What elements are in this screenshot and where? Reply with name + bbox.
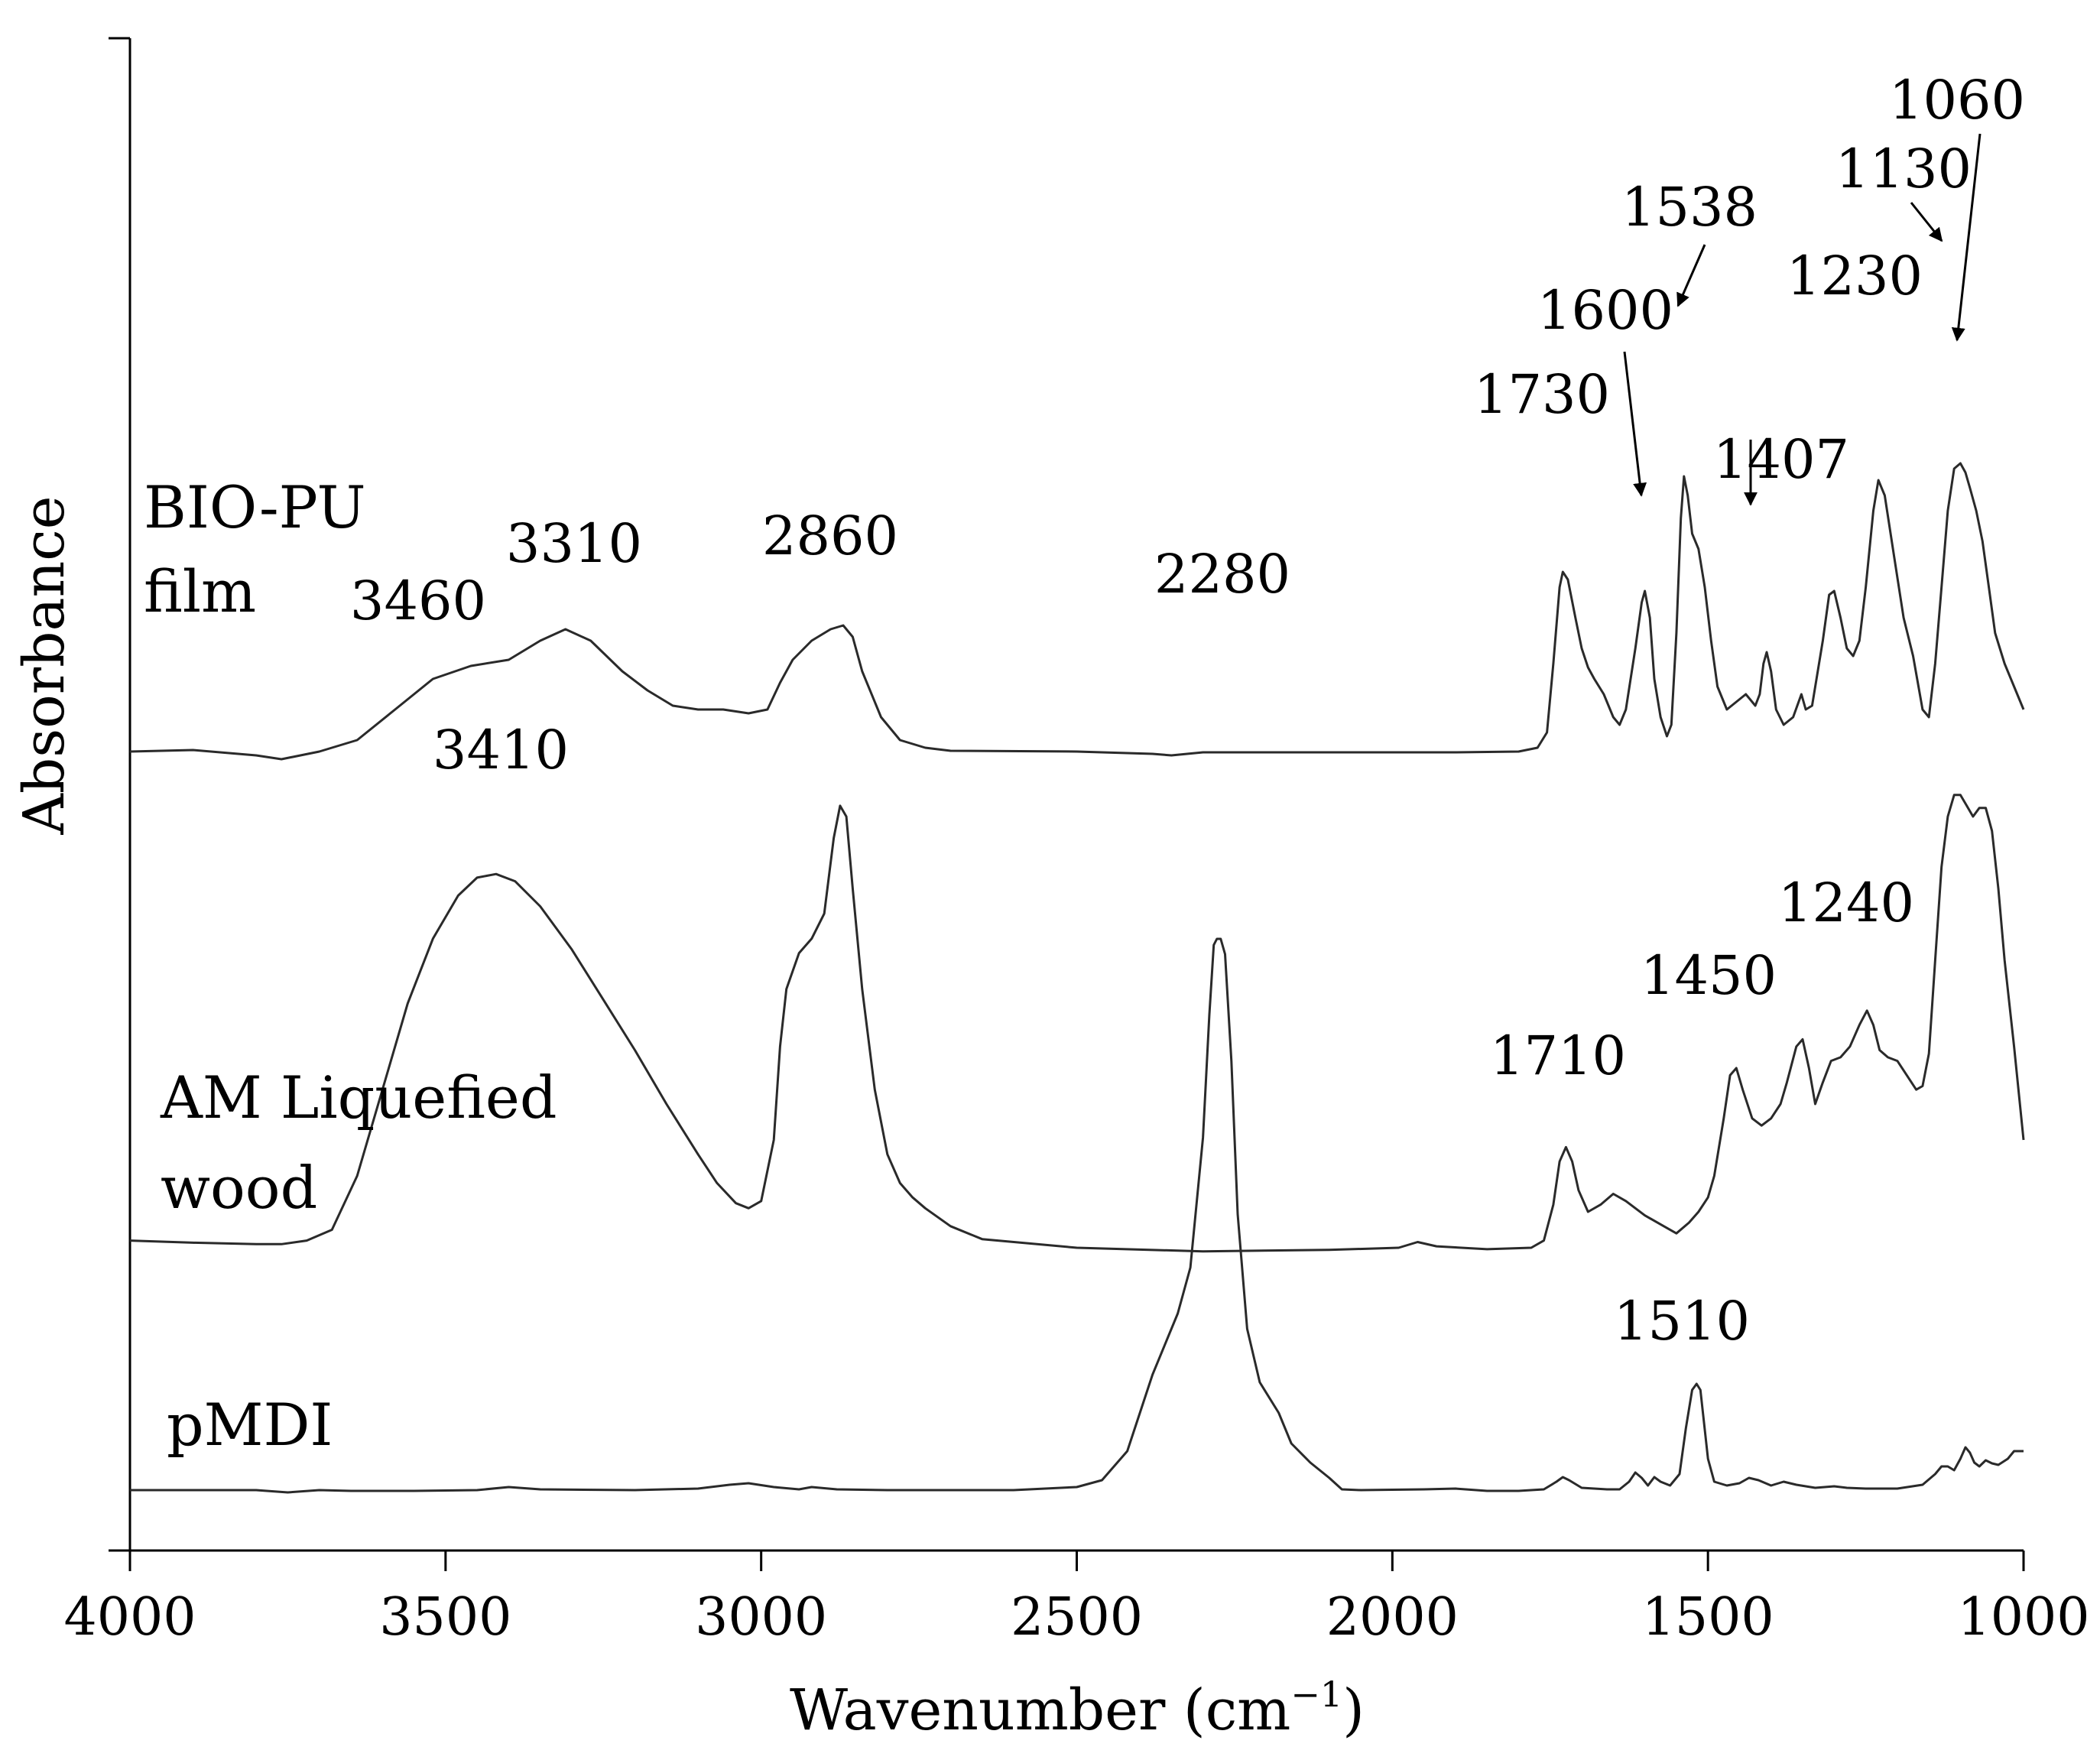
x-axis-tick-labels: 4000 3500 3000 2500 2000 1500 1000	[63, 1587, 2089, 1648]
peak-label-1230: 1230	[1787, 245, 1923, 307]
peak-annotations: 3460 3310 2860 2280 1730 1600 1538 1407 …	[350, 69, 2025, 1352]
x-axis-ticks	[128, 1551, 2025, 1571]
series-line-pmdi	[130, 937, 2024, 1494]
peak-label-1060: 1060	[1889, 69, 2025, 132]
peak-label-1130: 1130	[1835, 138, 1972, 200]
x-axis-label-superscript: −1	[1290, 1674, 1342, 1715]
x-tick-label-3500: 3500	[379, 1587, 511, 1648]
spectra-series	[129, 462, 2025, 1494]
x-tick-label-2000: 2000	[1326, 1587, 1459, 1648]
arrow-1130	[1910, 202, 1943, 242]
series-labels: BIO-PU film AM Liquefied wood pMDI	[144, 473, 557, 1459]
x-axis-label: Wavenumber (cm−1)	[790, 1674, 1365, 1743]
peak-label-3410: 3410	[433, 719, 569, 781]
peak-label-1510: 1510	[1614, 1290, 1750, 1352]
x-tick-label-1000: 1000	[1957, 1587, 2089, 1648]
series-line-bio-pu-film	[129, 462, 2025, 761]
peak-label-1600: 1600	[1537, 279, 1673, 342]
arrow-1060	[1951, 133, 1982, 342]
series-label-am-liquefied-wood-line-2: wood	[161, 1154, 317, 1222]
peak-label-3460: 3460	[350, 570, 486, 632]
peak-label-3310: 3310	[506, 512, 642, 575]
peak-label-1710: 1710	[1490, 1025, 1626, 1087]
series-label-am-liquefied-wood-line-1: AM Liquefied	[160, 1063, 557, 1132]
peak-label-1240: 1240	[1778, 872, 1914, 934]
peak-label-1538: 1538	[1621, 176, 1758, 239]
series-label-bio-pu-film-line-1: BIO-PU	[144, 473, 366, 541]
x-axis-label-main: Wavenumber (cm	[790, 1677, 1290, 1743]
arrow-1538	[1676, 244, 1706, 307]
y-axis-label: Absorbance	[11, 495, 77, 835]
x-tick-label-4000: 4000	[63, 1587, 196, 1648]
x-tick-label-2500: 2500	[1011, 1587, 1143, 1648]
x-tick-label-1500: 1500	[1642, 1587, 1774, 1648]
series-label-bio-pu-film-line-2: film	[144, 557, 256, 625]
peak-label-1730: 1730	[1474, 363, 1610, 426]
series-line-am-liquefied-wood	[129, 794, 2025, 1253]
series-label-pmdi-line-1: pMDI	[167, 1391, 333, 1459]
x-tick-label-3000: 3000	[695, 1587, 827, 1648]
x-axis-label-close: )	[1342, 1677, 1365, 1743]
peak-label-1450: 1450	[1641, 944, 1777, 1007]
peak-label-2860: 2860	[762, 505, 898, 567]
peak-label-2280: 2280	[1154, 543, 1290, 606]
peak-label-1407: 1407	[1713, 428, 1849, 491]
arrow-1600	[1623, 351, 1647, 497]
